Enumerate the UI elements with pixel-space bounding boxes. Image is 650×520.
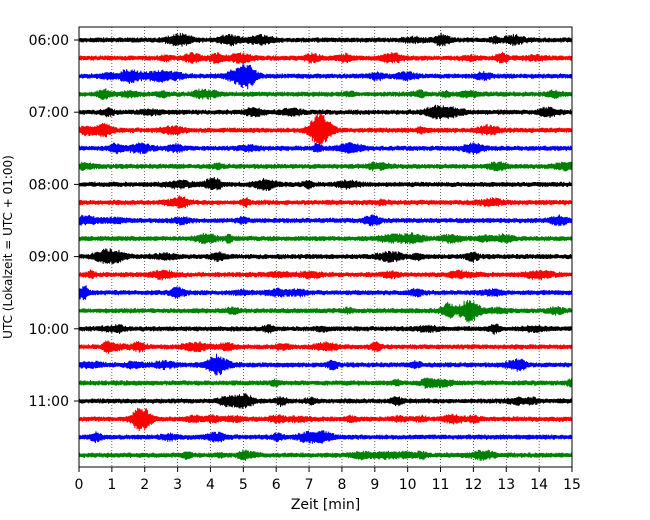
trace-1130: [78, 430, 573, 444]
trace-0930: [78, 285, 573, 301]
y-tick-label: 07:00: [29, 105, 69, 121]
trace-0945: [78, 300, 573, 323]
trace-0730: [78, 141, 573, 156]
trace-series: [78, 32, 573, 461]
trace-0845: [78, 232, 573, 245]
x-tick-label: 11: [432, 477, 450, 493]
trace-0815: [78, 195, 573, 209]
trace-1015: [78, 340, 573, 354]
trace-1115: [78, 407, 573, 432]
x-tick-label: 9: [370, 477, 379, 493]
trace-0830: [78, 214, 573, 227]
x-tick-label: 15: [563, 477, 581, 493]
y-tick-label: 10:00: [29, 322, 69, 338]
y-axis-label: UTC (Lokalzeit = UTC + 01:00): [1, 155, 15, 339]
y-axis-ticks: 06:00 07:00 08:00 09:00 10:00 11:00: [29, 33, 79, 410]
trace-0745: [78, 161, 573, 172]
x-tick-label: 1: [107, 477, 116, 493]
x-tick-label: 13: [497, 477, 515, 493]
x-tick-label: 4: [206, 477, 215, 493]
y-tick-label: 06:00: [29, 33, 69, 49]
trace-0915: [78, 269, 573, 281]
x-axis-ticks: 0 1 2 3 4 5 6 7 8 9 10 11 12 13 14 15: [75, 467, 581, 493]
x-tick-label: 8: [337, 477, 346, 493]
trace-0900: [78, 248, 573, 265]
trace-1045: [78, 377, 573, 389]
y-tick-label: 09:00: [29, 250, 69, 266]
x-tick-label: 12: [464, 477, 482, 493]
x-tick-label: 2: [140, 477, 149, 493]
x-tick-label: 6: [272, 477, 281, 493]
x-tick-label: 10: [399, 477, 417, 493]
plot-frame: [78, 26, 573, 468]
x-tick-label: 5: [239, 477, 248, 493]
trace-0600: [78, 32, 573, 47]
x-tick-label: 7: [305, 477, 314, 493]
grid-lines: [111, 27, 540, 467]
y-tick-label: 08:00: [29, 177, 69, 193]
y-tick-label: 11:00: [29, 394, 69, 410]
trace-1000: [78, 323, 573, 335]
trace-1100: [78, 393, 573, 409]
trace-0715: [78, 113, 573, 146]
trace-1030: [78, 353, 573, 376]
x-tick-label: 3: [173, 477, 182, 493]
trace-0630: [78, 64, 573, 90]
x-tick-label: 0: [75, 477, 84, 493]
trace-0645: [78, 88, 573, 100]
x-tick-label: 14: [530, 477, 548, 493]
x-axis-label: Zeit [min]: [291, 497, 360, 513]
trace-0700: [78, 104, 573, 120]
trace-0615: [78, 51, 573, 64]
trace-0800: [78, 176, 573, 191]
trace-1145: [78, 449, 573, 461]
